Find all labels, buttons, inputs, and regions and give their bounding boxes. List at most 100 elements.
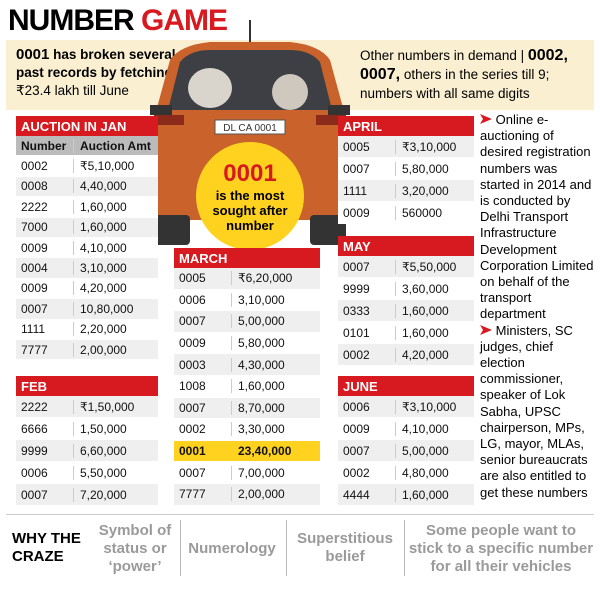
number: 0009 bbox=[338, 421, 396, 436]
table-row: 0007 5,00,000 bbox=[338, 440, 474, 462]
table-row: 0007 7,00,000 bbox=[174, 462, 320, 484]
amount: 1,60,000 bbox=[80, 199, 127, 214]
table-row: 0005 ₹3,10,000 bbox=[338, 136, 474, 158]
number: 0333 bbox=[338, 303, 396, 318]
table-row: 1008 1,60,000 bbox=[174, 375, 320, 398]
amount: 3,10,000 bbox=[238, 292, 285, 307]
note: Online e-auctioning of desired registrat… bbox=[480, 112, 596, 323]
number: 2222 bbox=[16, 399, 74, 414]
number: 0003 bbox=[174, 357, 232, 372]
amount: 2,20,000 bbox=[80, 322, 127, 337]
column-header: Number Auction Amt bbox=[16, 136, 158, 157]
table-row: 0002 ₹5,10,000 bbox=[16, 156, 158, 177]
intro-numbers: 0002, 0007, bbox=[360, 47, 568, 83]
table-row: 0002 4,20,000 bbox=[338, 344, 474, 366]
number: 0009 bbox=[338, 205, 396, 220]
table-row: 0007 ₹5,50,000 bbox=[338, 256, 474, 278]
table-title: APRIL bbox=[338, 116, 474, 136]
table-row: 0009 5,80,000 bbox=[174, 332, 320, 355]
amount: ₹6,20,000 bbox=[238, 271, 293, 286]
number: 0002 bbox=[174, 422, 232, 437]
number: 9999 bbox=[16, 443, 74, 458]
table-row: 0009 560000 bbox=[338, 202, 474, 224]
number: 2222 bbox=[16, 199, 74, 214]
number: 0008 bbox=[16, 179, 74, 194]
table-row: 9999 6,60,000 bbox=[16, 440, 158, 462]
table-row: 0007 8,70,000 bbox=[174, 397, 320, 420]
number: 0006 bbox=[338, 399, 396, 414]
number: 0007 bbox=[338, 443, 396, 458]
number: 0002 bbox=[338, 465, 396, 480]
table-row: 0002 4,80,000 bbox=[338, 462, 474, 484]
intro-right: Other numbers in demand | 0002, 0007, ot… bbox=[360, 46, 590, 103]
column-label: Number bbox=[16, 138, 74, 153]
intro-left: 0001 has broken several past records by … bbox=[16, 46, 186, 100]
amount: 6,60,000 bbox=[80, 443, 127, 458]
highlight-number: 0001 bbox=[223, 160, 277, 187]
table-body: 2222 ₹1,50,000 6666 1,50,000 9999 6,60,000 000… bbox=[16, 396, 158, 506]
amount: ₹5,50,000 bbox=[402, 259, 457, 274]
number: 0007 bbox=[16, 301, 74, 316]
amount: 1,60,000 bbox=[80, 220, 127, 235]
car: DL CA 0001 bbox=[147, 20, 353, 245]
amount: 4,80,000 bbox=[402, 465, 449, 480]
number: 0002 bbox=[16, 159, 74, 174]
number: 0004 bbox=[16, 261, 74, 276]
table-row: 4444 1,60,000 bbox=[338, 484, 474, 506]
number: 7777 bbox=[16, 342, 74, 357]
amount: 1,60,000 bbox=[402, 487, 449, 502]
number: 0007 bbox=[338, 259, 396, 274]
amount: 4,20,000 bbox=[402, 347, 449, 362]
table-row: 0007 10,80,000 bbox=[16, 299, 158, 320]
intro-number: 0001 bbox=[16, 46, 50, 63]
table-row: 2222 ₹1,50,000 bbox=[16, 396, 158, 418]
number: 0005 bbox=[338, 139, 396, 154]
note-text: Online e-auctioning of desired registrat… bbox=[480, 112, 594, 322]
table-title: AUCTION IN JAN bbox=[16, 116, 158, 136]
table-row: 1111 2,20,000 bbox=[16, 319, 158, 340]
table-row: 0006 3,10,000 bbox=[174, 289, 320, 312]
table-body: 0005 ₹3,10,000 0007 5,80,000 1111 3,20,000 000… bbox=[338, 136, 474, 224]
table-title: FEB bbox=[16, 376, 158, 396]
table-row: 6666 1,50,000 bbox=[16, 418, 158, 440]
amount: 3,60,000 bbox=[402, 281, 449, 296]
separator bbox=[404, 520, 405, 576]
table: MAY 0007 ₹5,50,000 9999 3,60,000 0333 1,60,000… bbox=[338, 236, 474, 366]
notes: Online e-auctioning of desired registrat… bbox=[480, 112, 596, 501]
reason: Some people want to stick to a specific … bbox=[408, 522, 594, 575]
number: 1111 bbox=[16, 322, 74, 337]
title-red: GAME bbox=[141, 4, 228, 37]
intro-text: others in the series till 9; numbers wit… bbox=[360, 67, 550, 101]
table-row: 0001 23,40,000 bbox=[174, 440, 320, 463]
amount: 7,00,000 bbox=[238, 465, 285, 480]
table-row: 0009 4,20,000 bbox=[16, 278, 158, 300]
number: 9999 bbox=[338, 281, 396, 296]
table-row: 0101 1,60,000 bbox=[338, 322, 474, 344]
number: 0006 bbox=[16, 465, 74, 480]
amount: 4,20,000 bbox=[80, 281, 127, 296]
number: 0006 bbox=[174, 292, 232, 307]
number: 0005 bbox=[174, 271, 232, 286]
number: 0007 bbox=[174, 400, 232, 415]
amount: 5,80,000 bbox=[238, 336, 285, 351]
reason: Numerology bbox=[188, 540, 276, 557]
amount: 560000 bbox=[402, 205, 443, 220]
amount: 5,80,000 bbox=[402, 161, 449, 176]
table-row: 0333 1,60,000 bbox=[338, 300, 474, 322]
number: 0002 bbox=[338, 347, 396, 362]
amount: 2,00,000 bbox=[80, 342, 127, 357]
table-row: 0007 5,80,000 bbox=[338, 158, 474, 180]
amount: 1,50,000 bbox=[80, 421, 127, 436]
table-row: 0002 3,30,000 bbox=[174, 419, 320, 441]
intro-text: till June bbox=[83, 83, 129, 98]
amount: 5,50,000 bbox=[80, 465, 127, 480]
plate: DL CA 0001 bbox=[223, 123, 277, 134]
amount: 4,10,000 bbox=[80, 240, 127, 255]
intro-text: has broken several past records by fetch… bbox=[16, 47, 176, 80]
number: 0009 bbox=[16, 281, 74, 296]
table-row: 1111 3,20,000 bbox=[338, 180, 474, 202]
table-row: 0008 4,40,000 bbox=[16, 176, 158, 198]
table-row: 0005 ₹6,20,000 bbox=[174, 268, 320, 290]
amount: 5,00,000 bbox=[238, 314, 285, 329]
